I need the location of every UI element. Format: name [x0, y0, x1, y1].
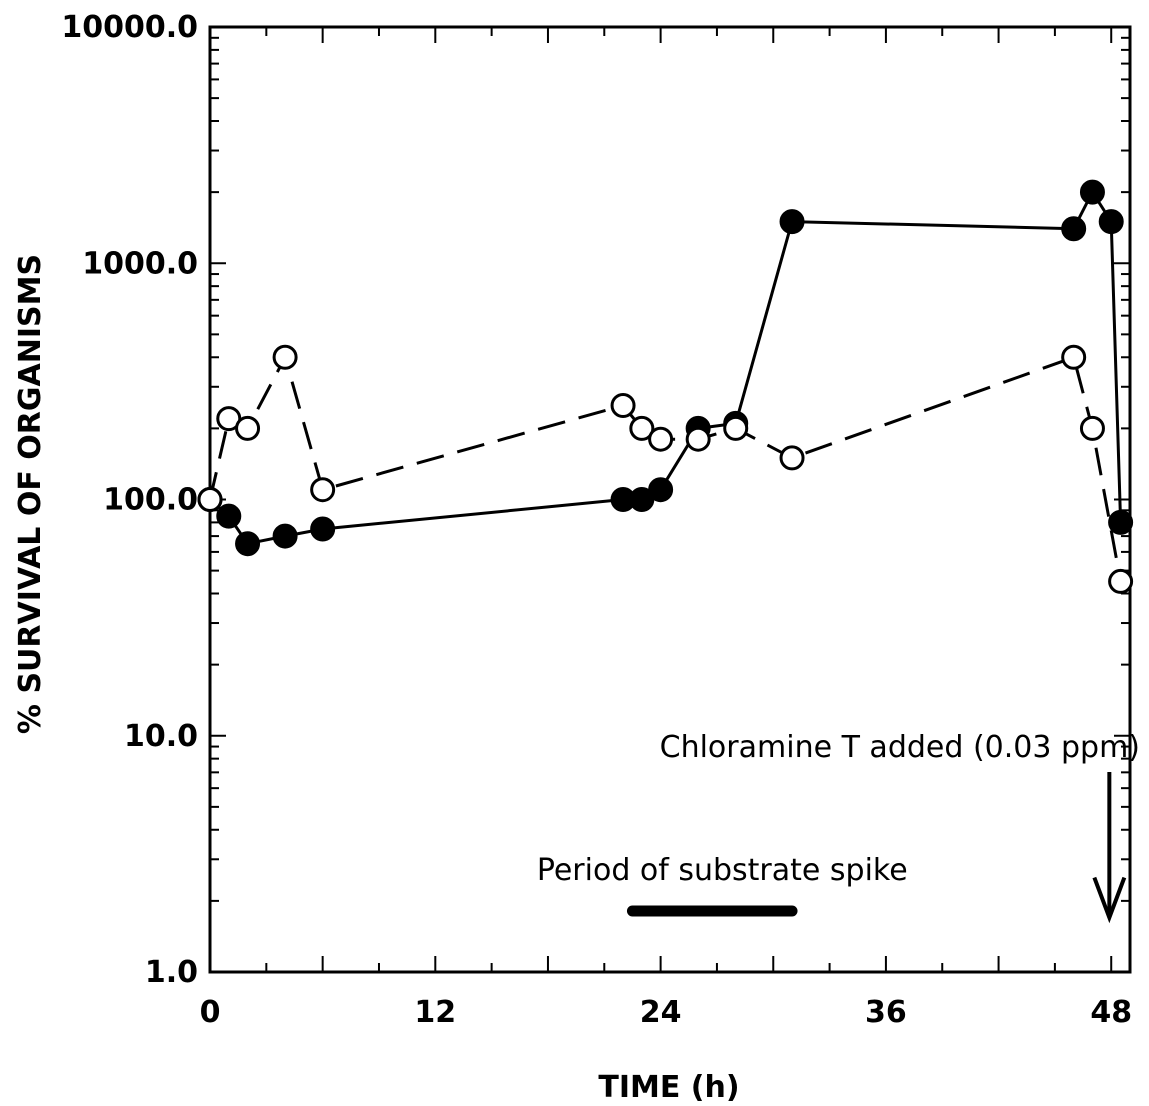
data-point-series-2: [610, 392, 636, 418]
data-point-series-2: [310, 477, 336, 503]
x-tick-label: 0: [200, 995, 221, 1030]
data-point-series-1: [1079, 179, 1105, 205]
data-point-series-1: [648, 477, 674, 503]
y-tick-label: 100.0: [103, 483, 198, 518]
y-tick-label: 1000.0: [82, 246, 198, 281]
series-line-2: [208, 353, 1123, 582]
data-point-series-1: [779, 209, 805, 235]
series-lines: [208, 189, 1123, 582]
plot-border: [208, 25, 1132, 974]
data-point-series-2: [197, 487, 223, 512]
annotation-arrow-head: [1092, 876, 1127, 924]
tick-labels: 0 12 24 36 48 1.0 10.0 100.0 1000.0 10000.0: [61, 10, 1132, 1030]
data-point-series-2: [235, 415, 261, 441]
data-point-series-2: [272, 344, 298, 370]
data-point-series-2: [685, 426, 711, 452]
data-point-series-2: [779, 445, 805, 471]
annotation-spike-text: Period of substrate spike: [537, 853, 908, 888]
data-point-series-2: [648, 426, 674, 452]
data-point-series-1: [1098, 209, 1124, 235]
x-tick-label: 48: [1090, 995, 1132, 1030]
data-point-series-2: [629, 415, 655, 441]
data-point-series-2: [1108, 568, 1134, 594]
y-tick-label: 10000.0: [61, 10, 198, 45]
data-point-series-1: [216, 503, 242, 529]
y-axis-label: % SURVIVAL OF ORGANISMS: [13, 254, 48, 734]
y-tick-label: 1.0: [145, 955, 198, 990]
data-point-series-1: [1061, 216, 1087, 242]
x-tick-label: 12: [414, 995, 456, 1030]
series-points: [197, 179, 1134, 594]
data-point-series-1: [310, 516, 336, 542]
data-point-series-1: [235, 531, 261, 557]
x-tick-label: 36: [865, 995, 907, 1030]
data-point-series-1: [272, 523, 298, 549]
data-point-series-1: [1108, 509, 1134, 535]
plot-frame: [208, 25, 1132, 974]
annotation-chloramine-text: Chloramine T added (0.03 ppm): [660, 730, 1140, 765]
x-tick-label: 24: [640, 995, 682, 1030]
data-point-series-2: [723, 415, 749, 441]
y-tick-label: 10.0: [124, 719, 198, 754]
x-axis-label: TIME (h): [598, 1070, 739, 1105]
axis-ticks: [209, 27, 1130, 973]
data-point-series-2: [1079, 415, 1105, 441]
annotations: Chloramine T added (0.03 ppm) Period of s…: [537, 730, 1140, 924]
data-point-series-2: [1061, 344, 1087, 370]
